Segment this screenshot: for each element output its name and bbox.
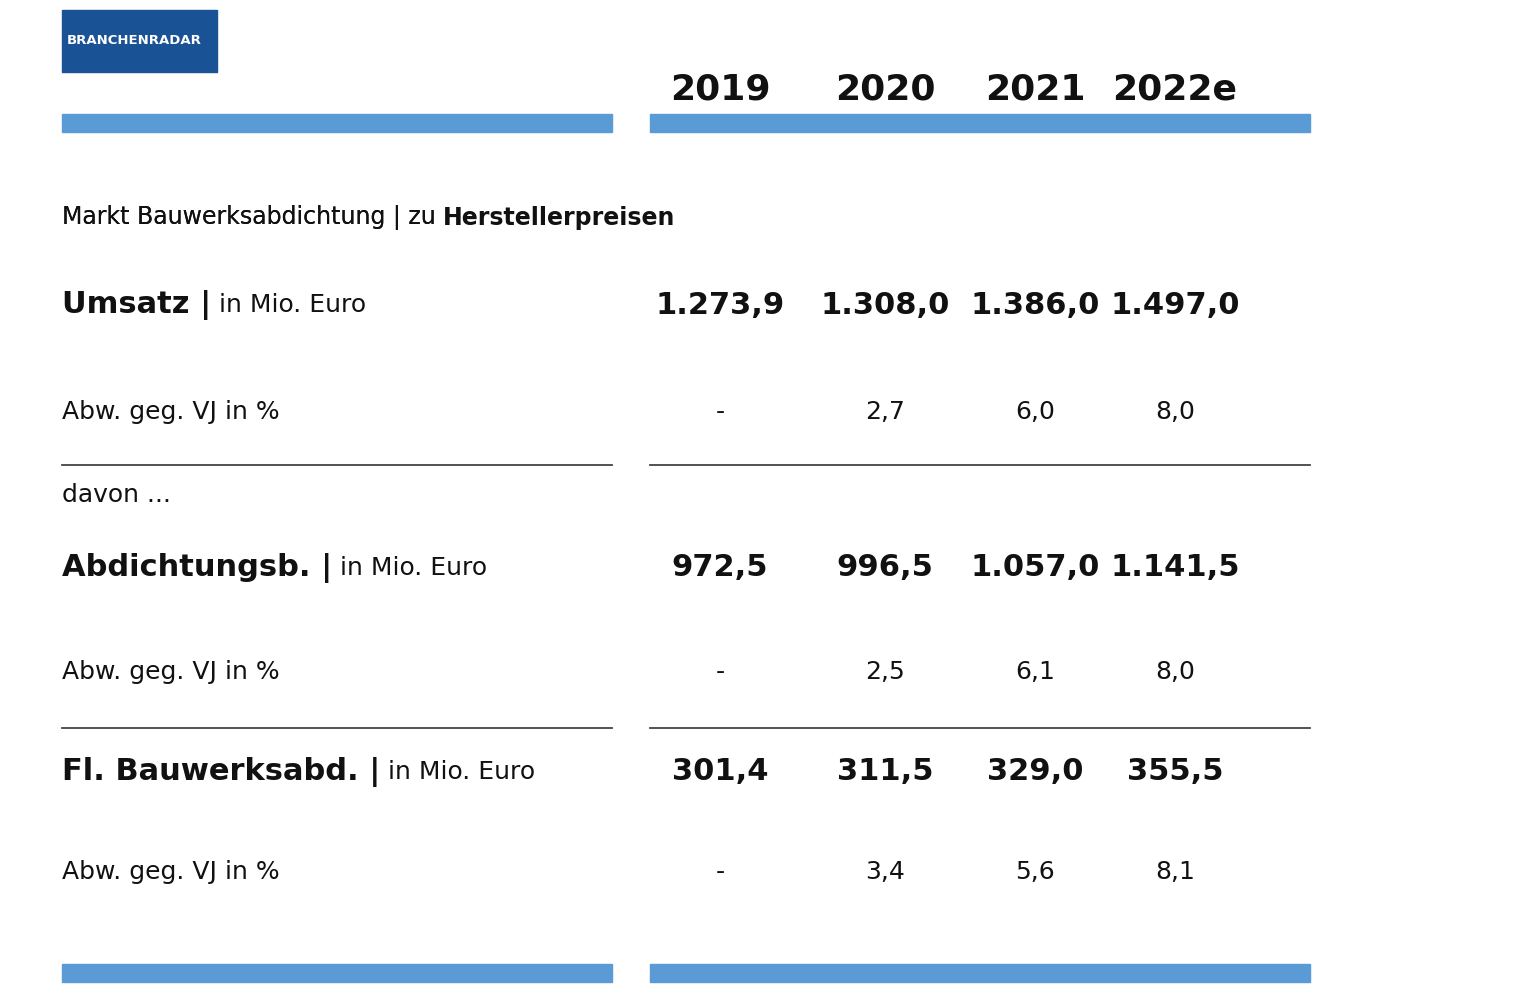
Text: Abw. geg. VJ in %: Abw. geg. VJ in %: [63, 400, 279, 424]
Text: 8,0: 8,0: [1154, 660, 1196, 684]
Bar: [650, 114, 1310, 132]
Text: in Mio. Euro: in Mio. Euro: [380, 760, 535, 784]
Text: 1.057,0: 1.057,0: [970, 554, 1100, 582]
Text: 1.386,0: 1.386,0: [970, 290, 1100, 320]
Text: 2019: 2019: [669, 73, 770, 107]
Text: davon ...: davon ...: [63, 483, 171, 507]
Text: Herstellerpreisen: Herstellerpreisen: [444, 206, 676, 230]
Text: 2022e: 2022e: [1113, 73, 1237, 107]
Text: Markt Bauwerksabdichtung | zu: Markt Bauwerksabdichtung | zu: [63, 206, 444, 231]
Text: -: -: [715, 400, 724, 424]
Text: 301,4: 301,4: [671, 758, 769, 786]
Text: 8,0: 8,0: [1154, 400, 1196, 424]
Text: 1.141,5: 1.141,5: [1110, 554, 1240, 582]
Text: 972,5: 972,5: [671, 554, 769, 582]
Text: Abdichtungsb. |: Abdichtungsb. |: [63, 553, 332, 583]
Text: 2020: 2020: [834, 73, 935, 107]
Bar: [650, 964, 1310, 982]
Text: 6,0: 6,0: [1016, 400, 1055, 424]
Text: 996,5: 996,5: [837, 554, 933, 582]
Text: 2,7: 2,7: [865, 400, 904, 424]
Text: 329,0: 329,0: [987, 758, 1083, 786]
Bar: [63, 964, 612, 982]
Text: Umsatz |: Umsatz |: [63, 290, 212, 320]
Text: 2,5: 2,5: [865, 660, 904, 684]
Text: 1.497,0: 1.497,0: [1110, 290, 1240, 320]
Text: 3,4: 3,4: [865, 860, 904, 884]
Text: in Mio. Euro: in Mio. Euro: [332, 556, 488, 580]
Text: 1.308,0: 1.308,0: [820, 290, 950, 320]
Text: 355,5: 355,5: [1127, 758, 1223, 786]
Text: 8,1: 8,1: [1154, 860, 1196, 884]
Bar: [63, 10, 217, 72]
Text: in Mio. Euro: in Mio. Euro: [212, 293, 366, 317]
Text: 6,1: 6,1: [1016, 660, 1055, 684]
Text: Abw. geg. VJ in %: Abw. geg. VJ in %: [63, 660, 279, 684]
Text: BRANCHENRADAR: BRANCHENRADAR: [67, 34, 201, 47]
Text: -: -: [715, 860, 724, 884]
Text: 311,5: 311,5: [837, 758, 933, 786]
Text: 5,6: 5,6: [1016, 860, 1055, 884]
Text: Markt Bauwerksabdichtung | zu: Markt Bauwerksabdichtung | zu: [63, 206, 444, 231]
Text: -: -: [715, 660, 724, 684]
Bar: [63, 114, 612, 132]
Text: Fl. Bauwerksabd. |: Fl. Bauwerksabd. |: [63, 757, 380, 787]
Text: Abw. geg. VJ in %: Abw. geg. VJ in %: [63, 860, 279, 884]
Text: 1.273,9: 1.273,9: [656, 290, 785, 320]
Text: 2021: 2021: [985, 73, 1086, 107]
